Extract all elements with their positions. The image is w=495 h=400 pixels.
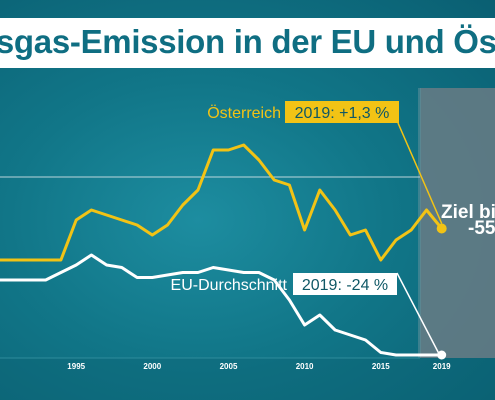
- oesterreich-end-point: [436, 223, 447, 234]
- x-tick-label: 2019: [433, 362, 451, 371]
- target-label-line1: Ziel bis: [441, 202, 495, 223]
- oesterreich-value-badge: [285, 101, 399, 123]
- bottom-axis-band: [0, 358, 495, 400]
- x-axis-ticks: 1995 2000 2005 2010 2015 2019: [67, 362, 451, 371]
- x-tick-label: 2010: [296, 362, 314, 371]
- eu-value-badge: [293, 273, 397, 295]
- x-tick-label: 2005: [220, 362, 238, 371]
- x-tick-label: 2000: [143, 362, 161, 371]
- x-tick-label: 2015: [372, 362, 390, 371]
- title-banner: usgas-Emission in der EU und Öster: [0, 18, 495, 68]
- oesterreich-series-name: Österreich: [207, 104, 281, 122]
- eu-leader-line: [396, 272, 443, 360]
- eu-durchschnitt-series-line: [0, 253, 444, 357]
- eu-series-name: EU-Durchschnitt: [171, 277, 288, 294]
- x-tick-label: 1995: [67, 362, 85, 371]
- oesterreich-value-label: 2019: +1,3 %: [295, 105, 390, 122]
- chart-title: usgas-Emission in der EU und Öster: [0, 23, 495, 60]
- eu-end-point: [437, 350, 447, 360]
- target-panel-divider: [418, 88, 421, 358]
- oesterreich-leader-line: [397, 122, 443, 224]
- target-label-line2: -55: [468, 218, 495, 239]
- eu-value-label: 2019: -24 %: [302, 277, 388, 294]
- oesterreich-series-line: [0, 143, 444, 262]
- target-panel: [420, 88, 495, 358]
